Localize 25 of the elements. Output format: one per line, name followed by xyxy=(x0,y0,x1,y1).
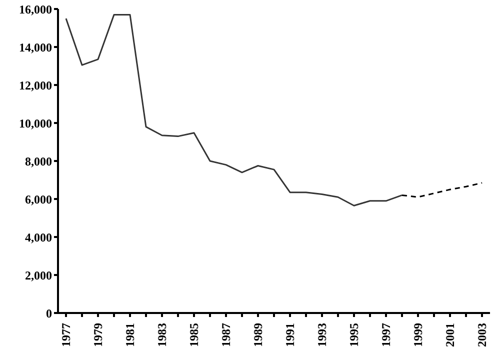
x-tick-label: 1999 xyxy=(411,323,425,347)
x-tick-label: 1983 xyxy=(155,323,169,347)
y-tick-label: 16,000 xyxy=(19,2,52,16)
x-tick-label: 1981 xyxy=(123,323,137,347)
x-tick-label: 1985 xyxy=(187,323,201,347)
x-tick-label: 1987 xyxy=(219,323,233,347)
y-tick-label: 8,000 xyxy=(25,154,52,168)
y-tick-label: 14,000 xyxy=(19,40,52,54)
y-tick-label: 2,000 xyxy=(25,268,52,282)
x-tick-label: 2003 xyxy=(475,323,489,347)
y-tick-label: 6,000 xyxy=(25,192,52,206)
y-tick-label: 12,000 xyxy=(19,78,52,92)
x-tick-label: 1993 xyxy=(315,323,329,347)
x-tick-label: 1989 xyxy=(251,323,265,347)
x-tick-label: 1995 xyxy=(347,323,361,347)
line-series xyxy=(65,14,403,206)
x-tick-label: 1997 xyxy=(379,323,393,347)
x-tick-label: 2001 xyxy=(443,323,457,347)
line-series xyxy=(401,182,483,198)
y-tick-label: 10,000 xyxy=(19,116,52,130)
y-tick-label: 0 xyxy=(46,306,52,320)
x-tick-label: 1977 xyxy=(59,323,73,347)
x-tick-label: 1991 xyxy=(283,323,297,347)
y-tick-label: 4,000 xyxy=(25,230,52,244)
x-tick-label: 1979 xyxy=(91,323,105,347)
